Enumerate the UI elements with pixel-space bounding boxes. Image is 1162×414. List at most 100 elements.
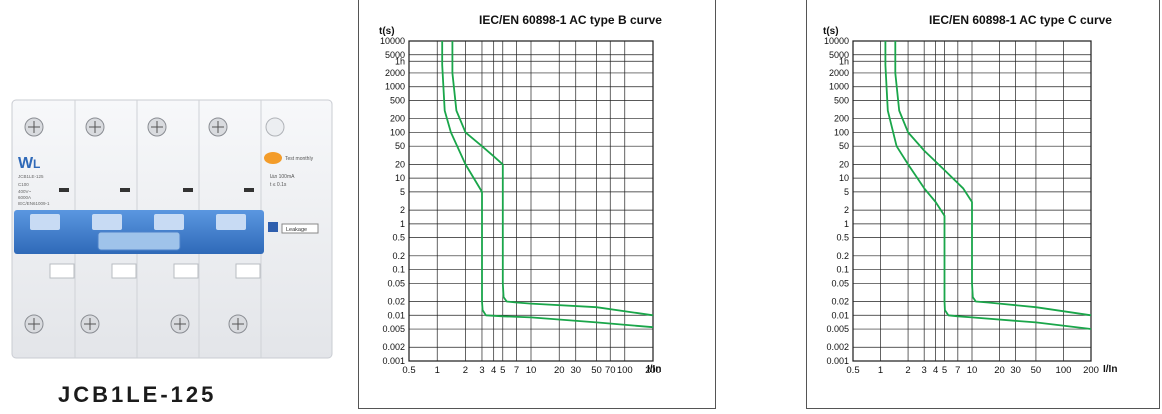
chart-title: IEC/EN 60898-1 AC type C curve [929, 13, 1112, 27]
y-tick-label: 0.05 [387, 278, 405, 288]
x-tick-label: 4 [933, 365, 938, 376]
x-tick-label: 3 [479, 365, 484, 376]
y-tick-label: 2000 [385, 68, 405, 78]
type-c-curve-chart: IEC/EN 60898-1 AC type C curve t(s)10000 5… [823, 13, 1117, 376]
svg-text:Leakage: Leakage [286, 227, 307, 233]
top-terminal-screws [24, 117, 285, 137]
y-tick-label: 0.005 [826, 324, 849, 334]
test-button-icon [264, 152, 282, 164]
x-tick-label: 20 [994, 365, 1005, 376]
x-tick-label: 5 [500, 365, 505, 376]
y-tick-label: 10 [839, 173, 849, 183]
y-tick-label: 0.1 [836, 265, 849, 275]
y-tick-label: 10 [395, 173, 405, 183]
x-tick-label: 200 [645, 365, 661, 376]
x-tick-label: 20 [554, 365, 565, 376]
handle-bar [97, 231, 181, 251]
upper-tripping-curve [894, 41, 1092, 317]
y-tick-label: 200 [834, 114, 849, 124]
x-tick-label: 100 [1056, 365, 1072, 376]
x-axis-label: I/In [1103, 364, 1117, 375]
y-tick-label: 0.2 [836, 251, 849, 261]
svg-text:I∆n 100mA: I∆n 100mA [270, 174, 295, 180]
y-tick-label: 1h [839, 56, 849, 66]
bottom-terminal-screws [24, 314, 248, 334]
y-tick-label: 1 [400, 219, 405, 229]
y-axis-label: t(s) [379, 26, 395, 37]
toggle-slots [30, 214, 246, 230]
y-tick-label: 0.01 [387, 310, 405, 320]
svg-text:W: W [18, 155, 34, 172]
x-tick-label: 1 [435, 365, 440, 376]
y-tick-label: 5 [844, 187, 849, 197]
svg-text:t ≤ 0.1s: t ≤ 0.1s [270, 182, 287, 188]
x-tick-label: 2 [905, 365, 910, 376]
svg-text:C100: C100 [18, 182, 29, 187]
y-tick-label: 0.2 [392, 251, 405, 261]
x-tick-label: 7 [514, 365, 519, 376]
y-tick-label: 0.002 [382, 342, 405, 352]
x-tick-label: 4 [491, 365, 496, 376]
chart-title: IEC/EN 60898-1 AC type B curve [479, 13, 662, 27]
rcbo-device-illustration: W L JCB1LE-125 C100 400V~ 6000A IEC/EN61… [11, 99, 333, 359]
upper-tripping-curve [451, 41, 654, 317]
y-tick-label: 500 [834, 95, 849, 105]
x-tick-label: 30 [570, 365, 581, 376]
lower-tripping-curve [884, 41, 1092, 330]
y-tick-label: 2000 [829, 68, 849, 78]
x-tick-label: 50 [1031, 365, 1042, 376]
y-tick-label: 2 [400, 205, 405, 215]
y-tick-label: 0.02 [831, 297, 849, 307]
y-tick-label: 0.002 [826, 342, 849, 352]
y-tick-label: 10000 [380, 36, 405, 46]
product-name: JCB1LE-125 [58, 382, 217, 407]
y-tick-label: 5000 [385, 50, 405, 60]
y-tick-label: 20 [839, 159, 849, 169]
x-tick-label: 3 [922, 365, 927, 376]
x-tick-label: 7 [955, 365, 960, 376]
y-tick-label: 0.01 [831, 310, 849, 320]
svg-text:IEC/EN61009-1: IEC/EN61009-1 [18, 201, 50, 206]
y-tick-label: 0.005 [382, 324, 405, 334]
module-print: JCB1LE-125 C100 400V~ 6000A IEC/EN61009-… [18, 174, 50, 206]
y-tick-label: 2 [844, 205, 849, 215]
x-tick-label: 5 [942, 365, 947, 376]
x-tick-label: 70 [605, 365, 616, 376]
x-tick-label: 30 [1010, 365, 1021, 376]
rcd-module: Test monthly I∆n 100mA t ≤ 0.1s Leakage [264, 152, 319, 234]
y-tick-label: 0.5 [836, 233, 849, 243]
svg-text:400V~: 400V~ [18, 189, 32, 194]
y-axis-label: t(s) [823, 26, 839, 37]
svg-text:JCB1LE-125: JCB1LE-125 [18, 174, 44, 179]
type-c-curve-panel: IEC/EN 60898-1 AC type C curve t(s) 10000 5… [806, 0, 1160, 409]
y-tick-label: 200 [390, 114, 405, 124]
y-tick-label: 0.1 [392, 265, 405, 275]
y-tick-label: 50 [395, 141, 405, 151]
x-axis-label: I/In [647, 364, 661, 375]
x-tick-label: 0.5 [402, 365, 415, 376]
y-tick-label: 1 [844, 219, 849, 229]
x-tick-label: 10 [967, 365, 978, 376]
x-tick-label: 2 [463, 365, 468, 376]
y-tick-label: 0.001 [382, 356, 405, 366]
y-tick-label: 0.05 [831, 278, 849, 288]
x-tick-label: 1 [878, 365, 883, 376]
y-tick-label: 5 [400, 187, 405, 197]
x-tick-label: 0.5 [846, 365, 859, 376]
lower-slots [49, 263, 261, 279]
y-tick-label: 1h [395, 56, 405, 66]
y-tick-label: 20 [395, 159, 405, 169]
x-tick-label: 100 [617, 365, 633, 376]
y-tick-label: 1000 [829, 82, 849, 92]
y-tick-label: 0.5 [392, 233, 405, 243]
y-tick-label: 1000 [385, 82, 405, 92]
lower-tripping-curve [441, 41, 654, 329]
svg-text:L: L [33, 157, 40, 171]
y-tick-label: 10000 [824, 36, 849, 46]
y-tick-label: 0.02 [387, 297, 405, 307]
y-tick-label: 100 [834, 127, 849, 137]
brand-logo: W L [18, 155, 40, 172]
svg-text:6000A: 6000A [18, 195, 31, 200]
y-tick-label: 50 [839, 141, 849, 151]
x-tick-label: 10 [526, 365, 537, 376]
